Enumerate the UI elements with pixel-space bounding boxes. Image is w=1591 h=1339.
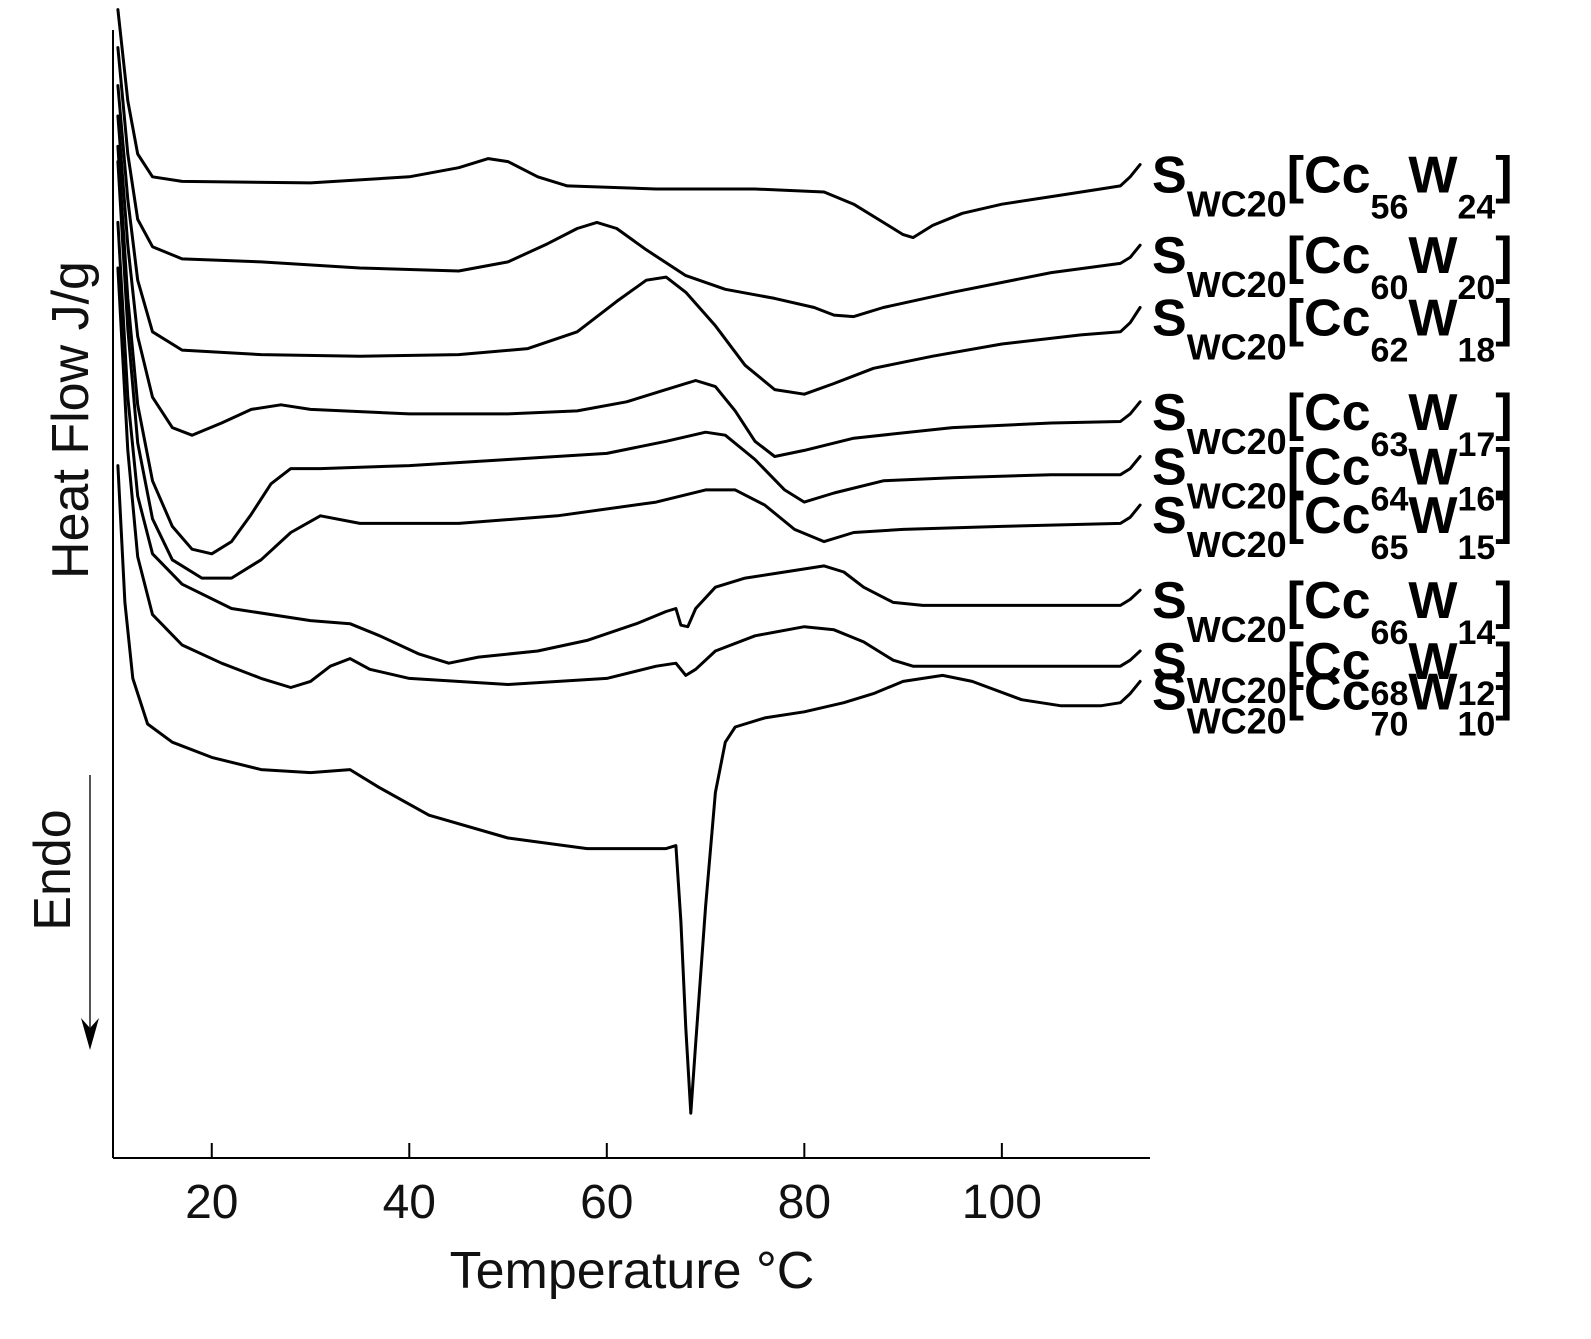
series-label-9: SWC20[Cc70W10] — [1152, 663, 1513, 743]
series-curve-5 — [116, 144, 1142, 556]
x-axis-title: Temperature °C — [450, 1242, 815, 1300]
series-curve-8 — [116, 266, 1142, 689]
x-tick-label: 40 — [383, 1176, 436, 1229]
endo-arrow-head-icon — [81, 1018, 99, 1050]
series-label-5: SWC20[Cc64W16] — [1152, 438, 1513, 518]
y-axis-title: Heat Flow J/g — [42, 261, 100, 579]
x-tick-label: 100 — [962, 1176, 1042, 1229]
series-curve-6 — [116, 160, 1142, 580]
series-label-1: SWC20[Cc56W24] — [1152, 147, 1513, 227]
series-curve-3 — [116, 84, 1142, 396]
series-label-7: SWC20[Cc66W14] — [1152, 572, 1513, 652]
series-curve-7 — [116, 220, 1142, 665]
series-curve-9 — [116, 464, 1142, 1115]
series-label-3: SWC20[Cc62W18] — [1152, 290, 1513, 370]
x-tick-label: 80 — [778, 1176, 831, 1229]
curves — [116, 8, 1142, 1115]
series-curve-4 — [116, 114, 1142, 458]
series-labels: SWC20[Cc56W24]SWC20[Cc60W20]SWC20[Cc62W1… — [1152, 147, 1513, 744]
series-label-8: SWC20[Cc68W12] — [1152, 633, 1513, 713]
series-label-4: SWC20[Cc63W17] — [1152, 384, 1513, 464]
endo-annotation: Endo — [24, 809, 82, 930]
series-label-6: SWC20[Cc65W15] — [1152, 487, 1513, 567]
x-ticks: 20 40 60 80 100 — [185, 1143, 1042, 1229]
series-curve-2 — [116, 46, 1142, 319]
series-label-2: SWC20[Cc60W20] — [1152, 227, 1513, 307]
x-tick-label: 20 — [185, 1176, 238, 1229]
x-tick-label: 60 — [580, 1176, 633, 1229]
series-curve-1 — [116, 8, 1142, 240]
